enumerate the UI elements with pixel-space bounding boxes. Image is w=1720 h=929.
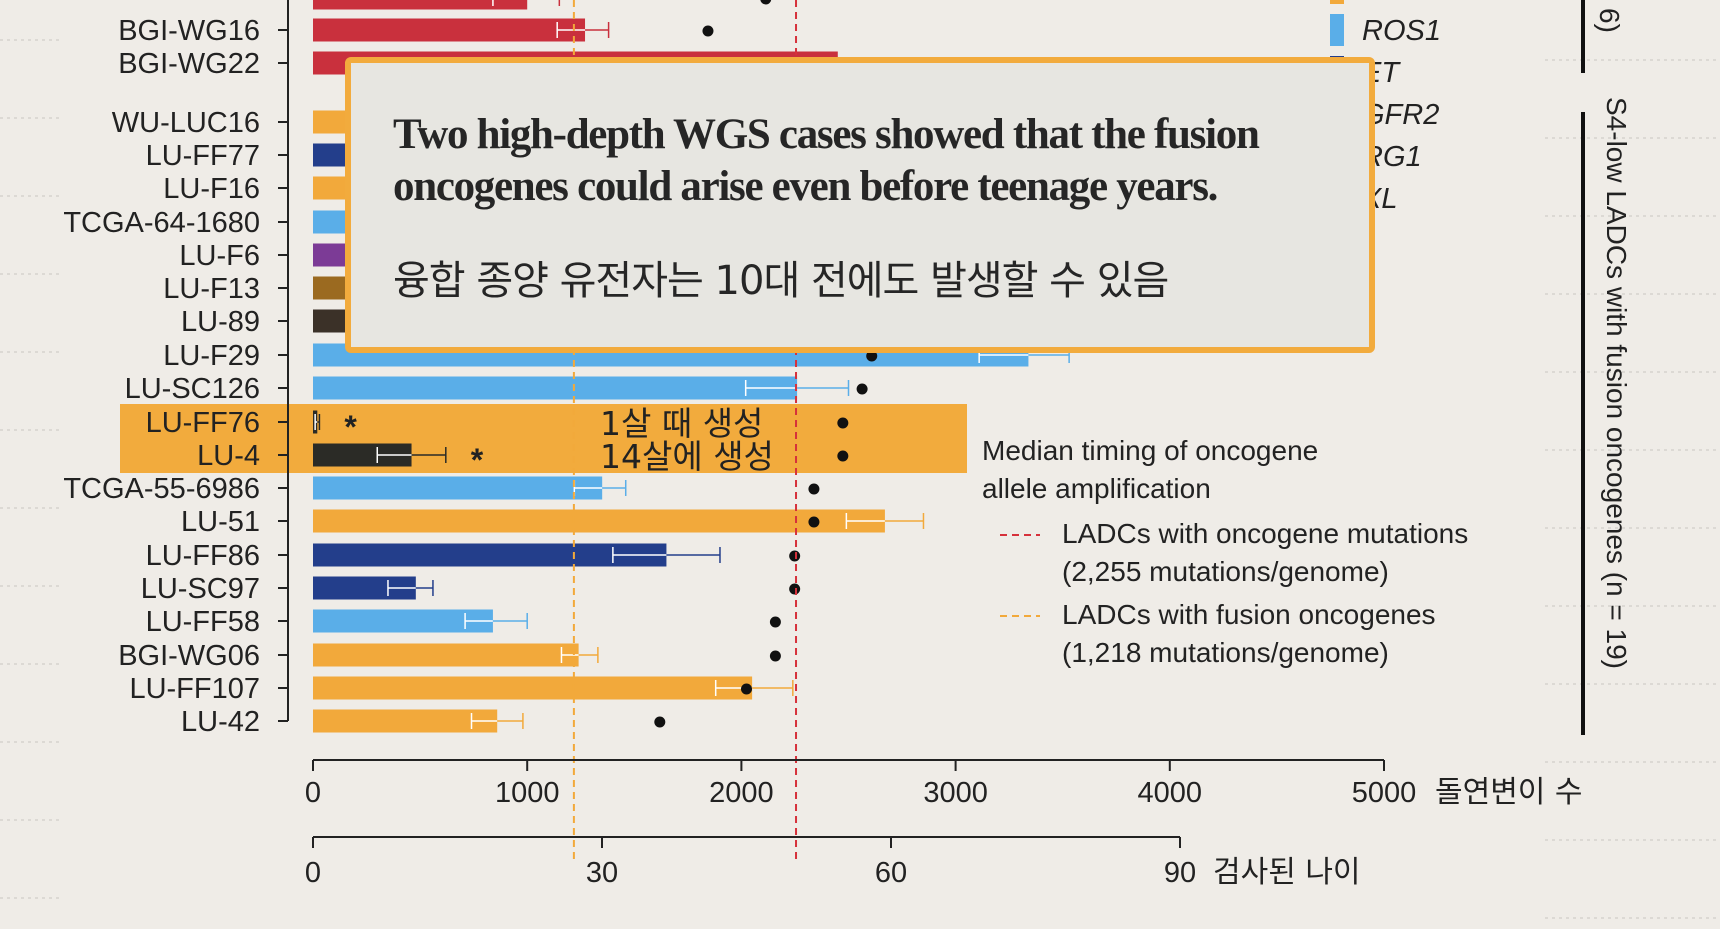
y-tick-label: WU-LUC16 [112, 107, 260, 139]
annotation-callout: Two high-depth WGS cases showed that the… [345, 57, 1375, 353]
bar [313, 609, 493, 633]
age-tick-label: 60 [875, 857, 907, 889]
reference-legend-label: LADCs with fusion oncogenes [1062, 599, 1436, 630]
age-marker [769, 616, 781, 628]
bar [313, 709, 498, 733]
group-label-main: S4-low LADCs with fusion oncogenes (n = … [1601, 97, 1632, 669]
age-tick-label: 30 [586, 857, 618, 889]
bar [313, 376, 798, 400]
y-tick-label: LU-FF76 [146, 407, 260, 439]
age-marker [837, 450, 849, 462]
y-tick-label: LU-4 [197, 440, 260, 472]
y-tick-label: BGI-WG06 [118, 640, 260, 672]
highlight-note: 14살에 생성 [600, 437, 774, 476]
age-tick-label: 90 [1164, 857, 1196, 889]
age-marker [856, 383, 868, 395]
y-tick-label: TCGA-64-1680 [63, 207, 260, 239]
bar [313, 543, 667, 567]
significance-asterisk: * [344, 409, 357, 445]
bar [313, 0, 528, 10]
x-tick-label: 1000 [495, 777, 560, 809]
x-axis-label: 돌연변이 수 [1435, 775, 1583, 810]
bar [313, 476, 603, 500]
x-tick-label: 5000 [1352, 777, 1417, 809]
bar [313, 18, 586, 42]
age-axis-label: 검사된 나이 [1213, 855, 1361, 890]
age-marker [808, 516, 820, 528]
age-marker [654, 716, 666, 728]
oncogene-legend-swatch [1330, 0, 1344, 4]
reference-legend-title: Median timing of oncogene [982, 435, 1318, 466]
y-tick-label: LU-42 [181, 706, 260, 738]
y-tick-label: LU-SC97 [141, 573, 260, 605]
y-tick-label: LU-FF77 [146, 140, 260, 172]
y-tick-label: TCGA-55-6986 [63, 473, 260, 505]
bar [313, 676, 753, 700]
reference-legend-title: allele amplification [982, 473, 1211, 504]
bar [313, 509, 885, 533]
bar [313, 643, 579, 667]
y-tick-label: LU-F16 [163, 173, 260, 205]
x-tick-label: 3000 [923, 777, 988, 809]
reference-legend-sublabel: (1,218 mutations/genome) [1062, 637, 1389, 668]
y-tick-label: LU-89 [181, 306, 260, 338]
age-tick-label: 0 [305, 857, 321, 889]
callout-english-text: Two high-depth WGS cases showed that the… [393, 111, 1260, 210]
oncogene-legend-label: ROS1 [1362, 15, 1441, 47]
reference-legend-sublabel: (2,255 mutations/genome) [1062, 556, 1389, 587]
y-tick-label: LU-F29 [163, 340, 260, 372]
y-tick-label: LU-FF58 [146, 606, 260, 638]
oncogene-legend-swatch [1330, 14, 1344, 46]
y-tick-label: BGI-WG22 [118, 48, 260, 80]
highlight-note: 1살 때 생성 [600, 404, 763, 443]
callout-korean-text: 융합 종양 유전자는 10대 전에도 발생할 수 있음 [393, 258, 1169, 304]
highlight-band-lu-ff76 [120, 404, 967, 440]
highlight-band-lu-4 [120, 437, 967, 473]
group-label-top: 6) [1594, 8, 1625, 33]
age-marker [808, 483, 820, 495]
age-marker [837, 417, 849, 429]
age-marker [866, 350, 878, 362]
y-tick-label: LU-F13 [163, 273, 260, 305]
y-tick-label: BGI-WG16 [118, 15, 260, 47]
age-marker [702, 25, 714, 37]
bar [313, 576, 416, 600]
age-marker [769, 650, 781, 662]
y-tick-label: LU-F6 [179, 240, 260, 272]
y-tick-label: LU-FF107 [129, 673, 260, 705]
y-tick-label: LU-SC126 [125, 373, 260, 405]
significance-asterisk: * [471, 442, 484, 478]
x-tick-label: 4000 [1138, 777, 1203, 809]
y-tick-label: LU-FF86 [146, 540, 260, 572]
x-tick-label: 0 [305, 777, 321, 809]
reference-legend-label: LADCs with oncogene mutations [1062, 518, 1468, 549]
bar [313, 443, 412, 467]
x-tick-label: 2000 [709, 777, 774, 809]
y-tick-label: LU-51 [181, 506, 260, 538]
age-marker [741, 683, 752, 695]
age-marker [789, 583, 801, 595]
age-marker [789, 550, 801, 562]
age-marker [760, 0, 772, 5]
